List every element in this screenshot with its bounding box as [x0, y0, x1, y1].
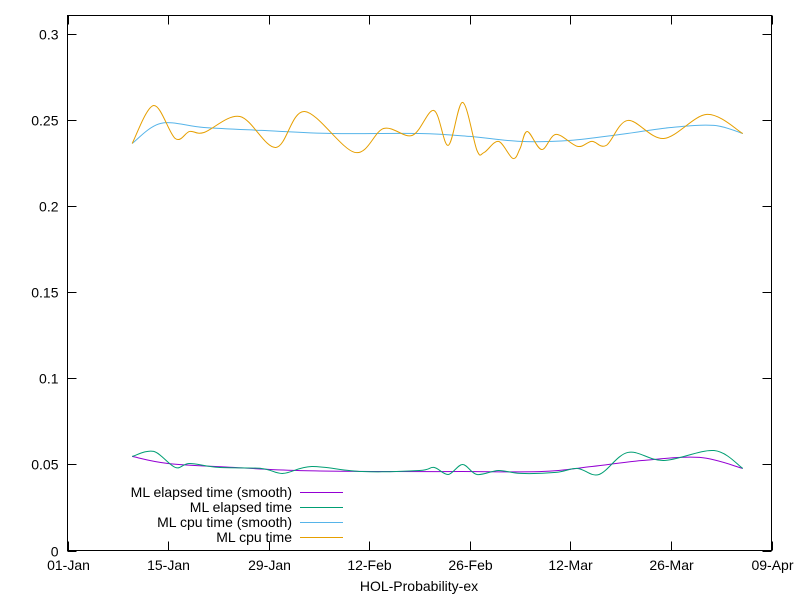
y-tick-label: 0.25 — [31, 113, 58, 129]
x-tick-label: 12-Feb — [347, 557, 392, 573]
y-tick-label: 0 — [51, 544, 59, 560]
legend-label: ML cpu time (smooth) — [157, 514, 292, 530]
x-tick-label: 01-Jan — [47, 557, 90, 573]
x-tick-label: 12-Mar — [548, 557, 593, 573]
x-tick-label: 29-Jan — [248, 557, 291, 573]
y-tick-label: 0.2 — [39, 199, 59, 215]
x-axis-label: HOL-Probability-ex — [360, 578, 478, 594]
y-tick-label: 0.1 — [39, 371, 59, 387]
legend-label: ML elapsed time — [190, 499, 292, 515]
y-tick-label: 0.05 — [31, 457, 58, 473]
series-line-ml-elapsed-time-smooth — [132, 455, 743, 473]
x-tick-label: 26-Mar — [649, 557, 694, 573]
legend-label: ML cpu time — [216, 529, 292, 545]
plot-border — [67, 15, 772, 551]
series-line-ml-elapsed-time — [132, 450, 744, 476]
x-tick-label: 26-Feb — [448, 557, 493, 573]
y-tick-label: 0.3 — [39, 27, 59, 43]
x-tick-label: 09-Apr — [751, 557, 793, 573]
legend-label: ML elapsed time (smooth) — [131, 484, 292, 500]
series-line-ml-cpu-time — [131, 101, 744, 160]
x-tick-label: 15-Jan — [147, 557, 190, 573]
y-tick-label: 0.15 — [31, 285, 58, 301]
series-line-ml-cpu-time-smooth — [131, 122, 743, 144]
